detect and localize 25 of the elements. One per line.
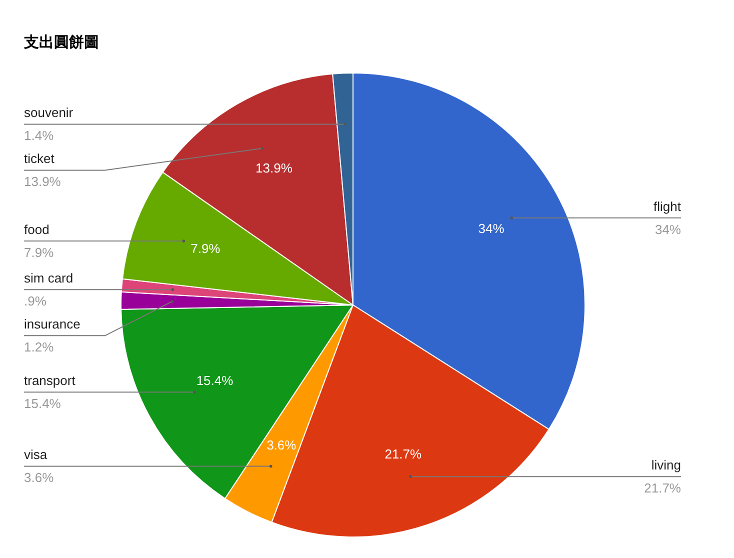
text: 34%: [654, 222, 681, 237]
text: 15.4%: [24, 396, 61, 412]
chart-title: 支出圓餅圖: [23, 33, 99, 51]
data-label: .9%: [24, 294, 47, 309]
slice-label: food: [24, 222, 50, 238]
slice-label: ticket: [24, 151, 55, 166]
text: 3.6%: [24, 470, 54, 486]
slice-label: transport: [24, 373, 76, 388]
data-label: 1.4%: [24, 128, 54, 144]
text: 7.9%: [24, 245, 54, 260]
data-label: 21.7%: [384, 446, 422, 462]
data-label: 34%: [478, 221, 505, 236]
data-label: 13.9%: [256, 160, 293, 176]
slice-label: souvenir: [24, 105, 74, 120]
data-label: 7.9%: [190, 241, 221, 256]
data-label: 15.4%: [196, 373, 234, 388]
data-label: 1.2%: [24, 340, 54, 355]
slice-label: sim card: [24, 270, 74, 286]
slice-label: insurance: [24, 316, 80, 332]
slice-label: flight: [654, 198, 682, 214]
slice-label: visa: [24, 447, 48, 462]
slice-label: living: [651, 458, 681, 473]
text: 13.9%: [24, 174, 61, 190]
data-label: 3.6%: [266, 438, 297, 453]
text: 21.7%: [644, 480, 681, 496]
